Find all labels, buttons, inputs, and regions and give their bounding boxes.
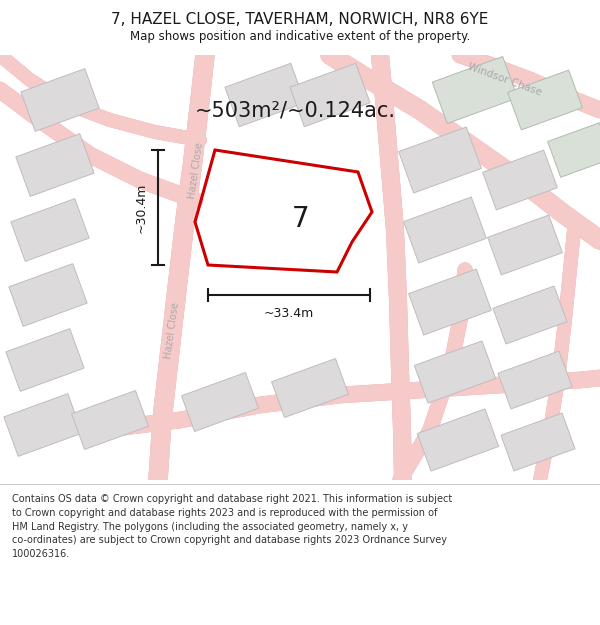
Polygon shape xyxy=(488,215,562,275)
Text: ~30.4m: ~30.4m xyxy=(135,182,148,232)
Polygon shape xyxy=(272,359,349,418)
Text: 7, HAZEL CLOSE, TAVERHAM, NORWICH, NR8 6YE: 7, HAZEL CLOSE, TAVERHAM, NORWICH, NR8 6… xyxy=(112,12,488,27)
Polygon shape xyxy=(493,286,567,344)
Polygon shape xyxy=(432,56,518,124)
Text: 7: 7 xyxy=(292,205,310,233)
Polygon shape xyxy=(71,391,148,449)
Polygon shape xyxy=(482,150,557,210)
Polygon shape xyxy=(9,264,87,326)
Polygon shape xyxy=(6,329,84,391)
Polygon shape xyxy=(498,351,572,409)
Polygon shape xyxy=(501,413,575,471)
Polygon shape xyxy=(415,341,496,403)
Polygon shape xyxy=(21,69,99,131)
Polygon shape xyxy=(4,394,82,456)
Polygon shape xyxy=(409,269,491,335)
Text: Map shows position and indicative extent of the property.: Map shows position and indicative extent… xyxy=(130,30,470,43)
Polygon shape xyxy=(225,63,305,127)
Polygon shape xyxy=(418,409,499,471)
Polygon shape xyxy=(508,70,583,130)
Polygon shape xyxy=(398,127,481,193)
Polygon shape xyxy=(11,199,89,261)
Polygon shape xyxy=(548,122,600,177)
Text: Hazel Close: Hazel Close xyxy=(163,301,181,359)
Polygon shape xyxy=(16,134,94,196)
Text: ~33.4m: ~33.4m xyxy=(264,307,314,320)
Polygon shape xyxy=(182,372,259,431)
Text: Contains OS data © Crown copyright and database right 2021. This information is : Contains OS data © Crown copyright and d… xyxy=(12,494,452,559)
Polygon shape xyxy=(404,197,487,263)
Text: Hazel Close: Hazel Close xyxy=(187,141,205,199)
Text: ~503m²/~0.124ac.: ~503m²/~0.124ac. xyxy=(194,100,395,120)
Polygon shape xyxy=(290,63,370,127)
Text: Windsor Chase: Windsor Chase xyxy=(467,62,544,98)
